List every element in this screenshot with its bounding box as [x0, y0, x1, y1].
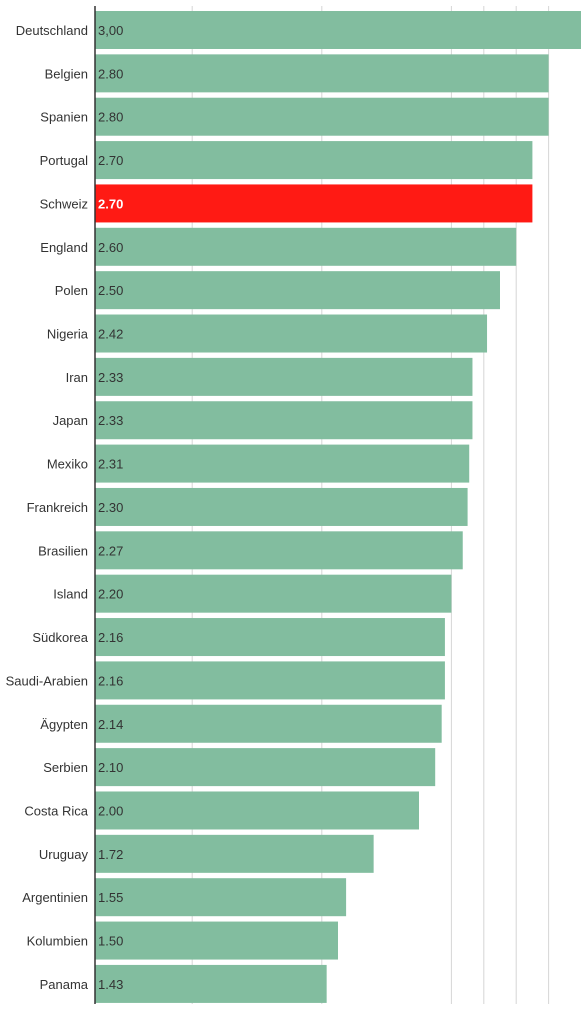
bar: [95, 964, 327, 1003]
category-label: Island: [53, 587, 88, 602]
bar: [95, 531, 463, 570]
data-label: 2.33: [98, 370, 123, 385]
data-label: 2.27: [98, 543, 123, 558]
bar-highlight: [95, 184, 533, 223]
bar: [95, 227, 517, 266]
category-label: Argentinien: [22, 890, 88, 905]
category-label: Panama: [40, 977, 89, 992]
data-label: 1.50: [98, 934, 123, 949]
category-label: Südkorea: [32, 630, 88, 645]
data-label: 1.55: [98, 890, 123, 905]
data-label: 2.80: [98, 66, 123, 81]
data-label: 3,00: [98, 23, 123, 38]
data-label: 2.70: [98, 153, 123, 168]
data-label: 2.30: [98, 500, 123, 515]
category-label: Costa Rica: [24, 803, 88, 818]
data-label: 1.43: [98, 977, 123, 992]
bar: [95, 357, 473, 396]
bar: [95, 661, 445, 700]
data-label: 2.16: [98, 673, 123, 688]
data-label: 2.10: [98, 760, 123, 775]
bar: [95, 141, 533, 180]
category-label: England: [40, 240, 88, 255]
category-label: Belgien: [45, 66, 88, 81]
category-label: Iran: [66, 370, 88, 385]
category-label: Spanien: [40, 110, 88, 125]
category-label: Ägypten: [40, 717, 88, 732]
bar: [95, 921, 338, 960]
bar: [95, 704, 442, 743]
bar: [95, 618, 445, 657]
bar: [95, 54, 549, 93]
category-label: Deutschland: [16, 23, 88, 38]
category-label: Saudi-Arabien: [6, 673, 88, 688]
data-label: 2.70: [98, 196, 123, 211]
data-label: 2.16: [98, 630, 123, 645]
category-label: Brasilien: [38, 543, 88, 558]
bar: [95, 444, 470, 483]
category-label: Frankreich: [27, 500, 88, 515]
bar: [95, 11, 581, 49]
category-label: Kolumbien: [27, 934, 88, 949]
bar: [95, 748, 436, 787]
bar: [95, 97, 549, 136]
data-label: 2.14: [98, 717, 123, 732]
category-label: Schweiz: [40, 196, 88, 211]
data-label: 2.00: [98, 803, 123, 818]
data-label: 2.80: [98, 110, 123, 125]
bar: [95, 878, 347, 917]
data-label: 2.31: [98, 457, 123, 472]
bar: [95, 487, 468, 526]
category-label: Polen: [55, 283, 88, 298]
data-label: 2.42: [98, 327, 123, 342]
category-label: Uruguay: [39, 847, 89, 862]
bar: [95, 401, 473, 440]
data-label: 1.72: [98, 847, 123, 862]
category-label: Mexiko: [47, 457, 88, 472]
bar: [95, 271, 500, 310]
category-label: Portugal: [40, 153, 89, 168]
bar: [95, 574, 452, 613]
data-label: 2.50: [98, 283, 123, 298]
category-label: Serbien: [43, 760, 88, 775]
data-label: 2.20: [98, 587, 123, 602]
bar: [95, 314, 488, 353]
category-label: Japan: [53, 413, 88, 428]
bar: [95, 791, 419, 830]
category-label: Nigeria: [47, 327, 89, 342]
bar: [95, 834, 374, 873]
data-label: 2.33: [98, 413, 123, 428]
data-label: 2.60: [98, 240, 123, 255]
